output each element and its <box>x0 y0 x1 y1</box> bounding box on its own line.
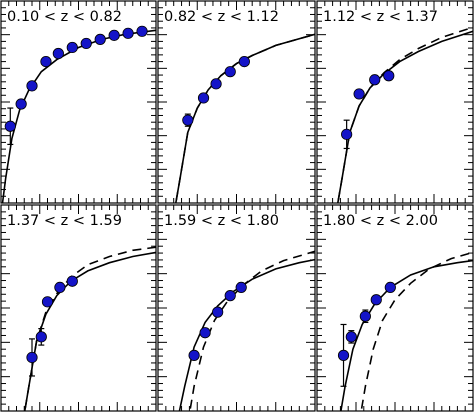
data-point <box>26 80 38 92</box>
data-point <box>188 349 200 361</box>
panel-title: 1.37 < z < 1.59 <box>7 213 122 229</box>
data-point <box>35 331 47 343</box>
data-point <box>235 281 247 293</box>
model-curve-dashed <box>23 246 156 411</box>
data-point <box>197 92 210 104</box>
model-curve-dashed <box>336 26 473 203</box>
panel-6: 1.80 < z < 2.00 <box>316 204 474 412</box>
model-curve-solid <box>1 29 156 203</box>
data-point <box>369 74 381 86</box>
data-point <box>66 41 78 54</box>
axis-ticks <box>158 205 315 411</box>
data-point <box>108 29 120 41</box>
data-point <box>224 66 236 78</box>
axis-ticks <box>158 1 315 203</box>
model-curve-solid <box>336 30 473 203</box>
data-point <box>136 25 148 37</box>
model-curve-solid <box>178 258 315 411</box>
data-point <box>26 351 38 364</box>
data-point <box>345 331 357 343</box>
panel-2: 0.82 < z < 1.12 <box>157 0 316 204</box>
data-point <box>41 296 54 308</box>
panel-frame <box>316 204 474 412</box>
data-point <box>337 349 350 361</box>
model-curve-dashed <box>189 250 315 411</box>
plot-area <box>178 250 315 411</box>
data-point <box>54 281 66 293</box>
data-point <box>370 294 382 306</box>
data-point <box>80 37 92 50</box>
axis-ticks <box>1 1 156 203</box>
data-point <box>238 55 250 68</box>
data-point <box>122 27 134 39</box>
panel-title: 1.59 < z < 1.80 <box>164 213 279 229</box>
plot-area <box>1 25 156 203</box>
data-point <box>66 275 78 287</box>
panel-frame <box>157 204 316 412</box>
data-point <box>383 70 395 82</box>
data-point <box>40 55 52 68</box>
axis-ticks <box>1 205 156 411</box>
data-point <box>94 33 106 45</box>
panel-5: 1.59 < z < 1.80 <box>157 204 316 412</box>
data-point <box>4 120 16 132</box>
axis-ticks <box>317 205 473 411</box>
panel-title: 0.10 < z < 0.82 <box>7 9 122 25</box>
panel-title: 1.80 < z < 2.00 <box>323 213 438 229</box>
plot-area <box>23 246 156 411</box>
data-point <box>199 327 211 339</box>
data-point <box>52 47 64 60</box>
panel-title: 0.82 < z < 1.12 <box>164 9 279 25</box>
data-point <box>15 98 27 110</box>
model-curve-dashed <box>360 251 473 411</box>
model-curve-solid <box>340 259 473 411</box>
data-point <box>359 310 371 322</box>
panel-3: 1.12 < z < 1.37 <box>316 0 474 204</box>
data-point <box>210 78 222 90</box>
data-point <box>182 114 194 126</box>
data-point <box>353 88 365 100</box>
plot-area <box>174 33 315 203</box>
panel-title: 1.12 < z < 1.37 <box>323 9 438 25</box>
panel-frame <box>316 0 474 204</box>
plot-area <box>336 26 473 203</box>
plot-area <box>337 251 473 411</box>
axis-ticks <box>317 1 473 203</box>
data-point <box>384 281 396 293</box>
data-point <box>224 290 236 302</box>
data-point <box>341 128 353 140</box>
panel-frame <box>0 204 157 412</box>
data-point <box>212 306 224 318</box>
panel-4: 1.37 < z < 1.59 <box>0 204 157 412</box>
panel-1: 0.10 < z < 0.82 <box>0 0 157 204</box>
